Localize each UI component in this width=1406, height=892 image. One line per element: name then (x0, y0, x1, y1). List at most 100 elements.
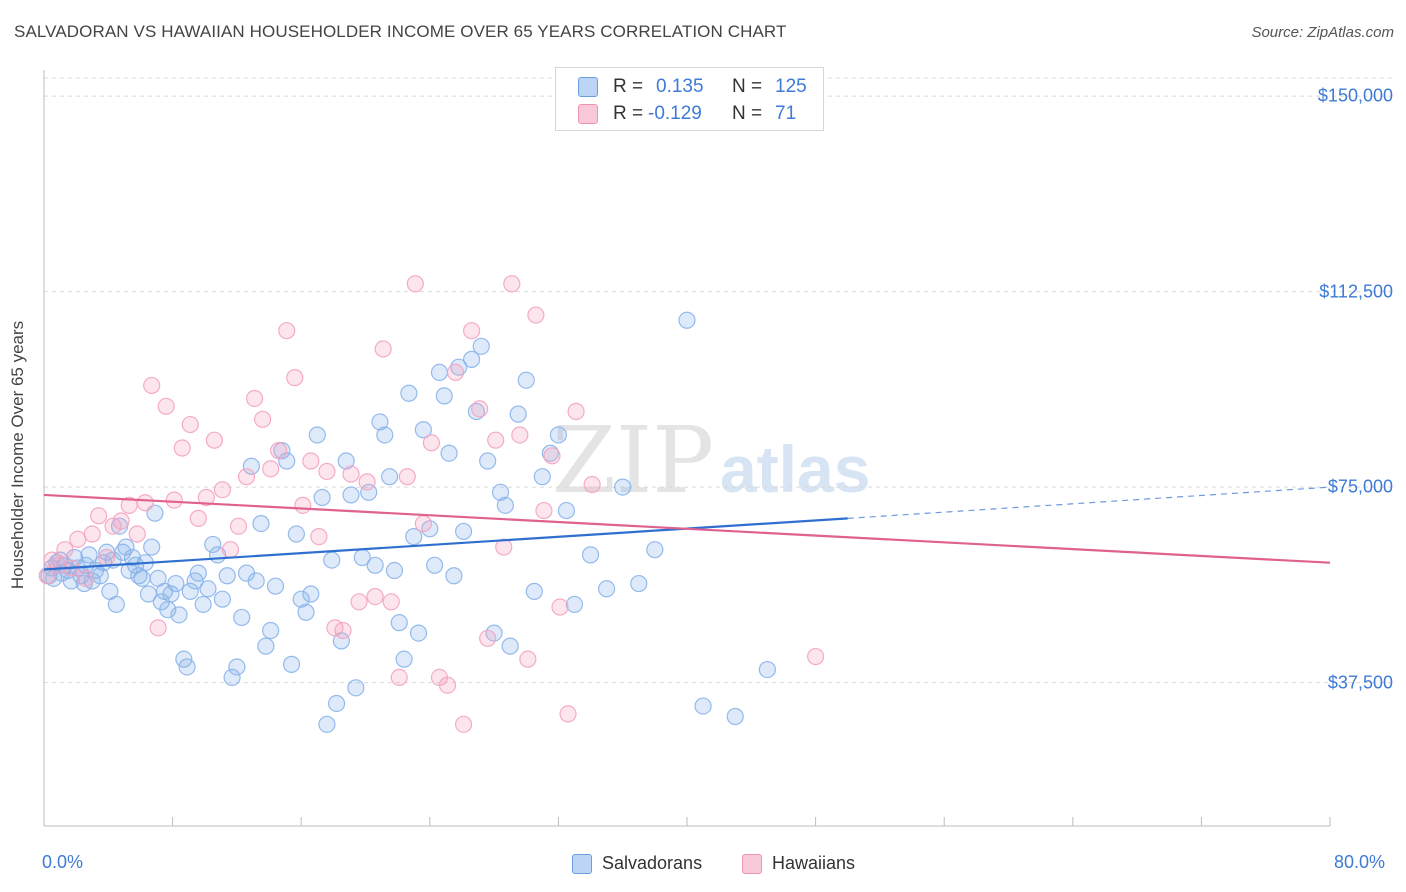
legend-n-label: N = (732, 76, 763, 97)
data-point-hawaiians (98, 548, 116, 567)
data-point-salvadorans (581, 546, 600, 564)
trend-line-salvadorans (43, 517, 848, 571)
data-point-hawaiians (567, 402, 585, 421)
data-point-salvadorans (479, 452, 497, 470)
data-point-hawaiians (237, 468, 256, 486)
data-point-salvadorans (228, 658, 246, 676)
gridlines (44, 77, 1392, 684)
data-point-salvadorans (170, 606, 188, 624)
data-point-salvadorans (630, 574, 648, 593)
data-point-salvadorans (257, 637, 275, 655)
data-point-salvadorans (467, 402, 486, 421)
data-point-hawaiians (157, 397, 175, 415)
data-point-hawaiians (543, 447, 561, 465)
series-name-hawaiians: Hawaiians (772, 853, 856, 873)
data-point-hawaiians (559, 705, 577, 723)
legend-r-value: -0.129 (648, 103, 702, 124)
data-point-salvadorans (308, 426, 326, 444)
data-point-hawaiians (806, 647, 825, 666)
data-point-hawaiians (197, 488, 215, 507)
data-point-hawaiians (83, 525, 101, 543)
data-point-hawaiians (511, 426, 529, 444)
data-point-salvadorans (726, 707, 744, 726)
data-point-salvadorans (178, 658, 196, 676)
trend-line-extension-salvadorans (847, 486, 1331, 519)
data-point-salvadorans (327, 694, 346, 713)
series-swatch-salvadorans (572, 854, 592, 874)
data-point-salvadorans (525, 582, 543, 600)
data-point-hawaiians (495, 538, 513, 556)
data-point-salvadorans (247, 572, 265, 590)
data-point-hawaiians (583, 475, 601, 494)
data-point-salvadorans (385, 561, 404, 580)
data-point-salvadorans (614, 478, 632, 496)
legend-r-label: R = (613, 76, 644, 97)
series-name-salvadorans: Salvadorans (602, 853, 703, 873)
data-point-hawaiians (254, 410, 272, 428)
data-point-hawaiians (173, 439, 191, 457)
watermark-atlas: atlas (720, 432, 870, 506)
data-point-salvadorans (266, 577, 285, 595)
data-point-hawaiians (221, 541, 240, 559)
legend-n-value: 125 (775, 76, 807, 97)
data-point-salvadorans (400, 384, 418, 402)
data-point-salvadorans (318, 715, 336, 733)
data-point-salvadorans (114, 543, 132, 561)
data-point-salvadorans (223, 668, 241, 687)
data-point-hawaiians (503, 275, 521, 293)
data-point-salvadorans (189, 564, 207, 582)
data-point-hawaiians (165, 491, 183, 509)
data-point-salvadorans (445, 567, 463, 585)
data-point-hawaiians (535, 501, 553, 520)
data-point-salvadorans (194, 595, 212, 614)
data-point-hawaiians (414, 514, 432, 533)
data-point-salvadorans (390, 614, 408, 632)
source-label: Source: ZipAtlas.com (1251, 24, 1394, 41)
legend-swatch-hawaiians (578, 104, 598, 124)
data-point-salvadorans (376, 426, 394, 444)
data-point-hawaiians (527, 306, 545, 324)
data-point-hawaiians (398, 468, 416, 486)
data-point-hawaiians (438, 676, 457, 694)
data-point-hawaiians (205, 431, 223, 449)
data-point-salvadorans (80, 546, 98, 564)
data-point-hawaiians (286, 369, 304, 387)
x-tick-label-min: 0.0% (42, 852, 84, 872)
data-point-hawaiians (112, 512, 130, 530)
data-point-hawaiians (382, 593, 400, 611)
axes (43, 70, 1331, 827)
data-point-hawaiians (358, 473, 376, 491)
data-point-hawaiians (366, 587, 384, 606)
y-tick-label-75000: $75,000 (1327, 476, 1393, 497)
data-point-hawaiians (487, 431, 505, 449)
data-point-hawaiians (342, 465, 360, 483)
data-point-hawaiians (143, 376, 161, 395)
data-point-salvadorans (323, 551, 341, 569)
data-point-hawaiians (270, 442, 288, 460)
data-point-salvadorans (405, 528, 423, 546)
legend-n-label: N = (732, 103, 763, 124)
data-point-salvadorans (462, 350, 481, 368)
legend-r-label: R = (613, 103, 644, 124)
data-point-salvadorans (395, 650, 413, 668)
trend-line-hawaiians (43, 493, 1331, 564)
watermark-zip: ZIP (552, 407, 714, 514)
data-point-salvadorans (143, 538, 161, 556)
data-point-salvadorans (491, 483, 510, 501)
data-point-hawaiians (229, 517, 248, 535)
data-point-salvadorans (204, 535, 222, 554)
series-swatch-hawaiians (742, 854, 762, 874)
data-point-hawaiians (479, 629, 497, 647)
data-point-salvadorans (302, 585, 320, 603)
data-point-salvadorans (454, 522, 473, 541)
data-point-salvadorans (199, 580, 217, 598)
data-point-salvadorans (297, 603, 315, 621)
y-axis-label: Householder Income Over 65 years (8, 320, 27, 590)
data-point-salvadorans (292, 590, 310, 608)
data-point-salvadorans (646, 541, 664, 559)
legend-swatch-salvadorans (578, 77, 598, 97)
data-point-hawaiians (422, 434, 441, 452)
data-point-salvadorans (262, 621, 280, 640)
data-point-hawaiians (245, 389, 264, 408)
